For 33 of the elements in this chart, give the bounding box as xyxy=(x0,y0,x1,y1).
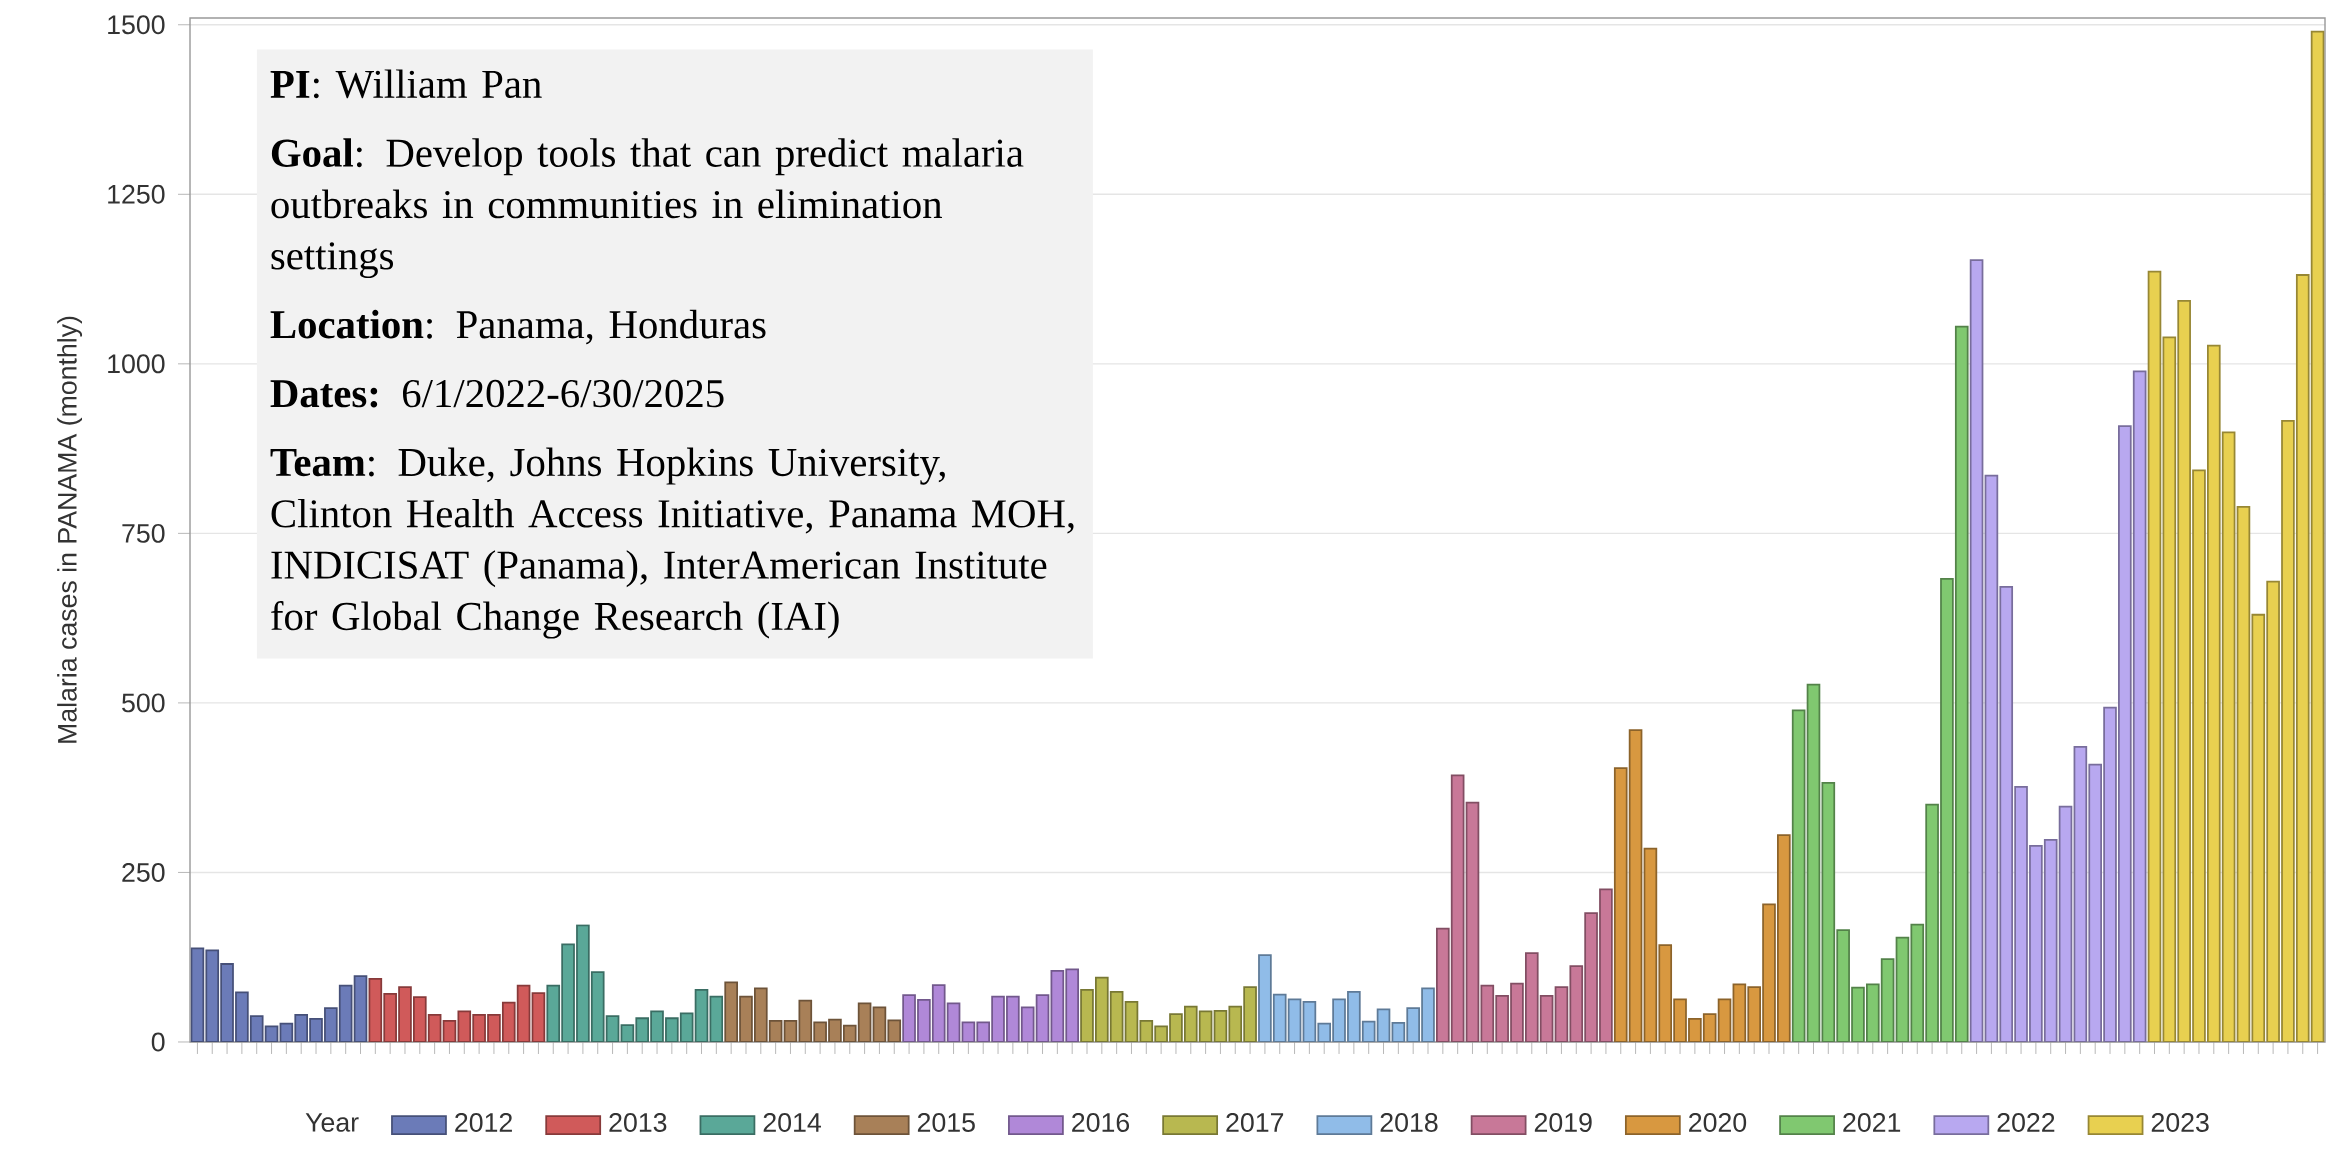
annotation: PI: William Pan xyxy=(270,69,542,99)
y-axis-title: Malaria cases in PANAMA (monthly) xyxy=(57,316,83,743)
bar xyxy=(2236,506,2251,1042)
legend-label: 2014 xyxy=(763,1113,822,1132)
bar xyxy=(1465,801,1480,1042)
legend-title: Year xyxy=(305,1113,359,1132)
y-tick-label: 1500 xyxy=(108,15,165,35)
legend-label: 2017 xyxy=(1226,1113,1284,1132)
y-tick-label: 1250 xyxy=(108,184,165,204)
annotation: Team: Duke, Johns Hopkins University, Clinton Health Access Initiative, Panama MOH, INDICISAT (Panama), InterAmerican Institute for Global Change Research (IAI) xyxy=(270,447,1074,639)
legend-label: 2018 xyxy=(1380,1113,1438,1132)
y-tick-label: 0 xyxy=(151,1032,165,1052)
legend-label: 2020 xyxy=(1689,1113,1747,1132)
bar xyxy=(2147,270,2162,1042)
legend-label: 2013 xyxy=(609,1113,667,1132)
legend-label: 2015 xyxy=(917,1113,975,1132)
legend-label: 2016 xyxy=(1072,1113,1130,1132)
y-tick-label: 750 xyxy=(122,523,165,543)
y-tick-label: 500 xyxy=(122,693,165,713)
bar xyxy=(1806,683,1821,1042)
annotation: Location: Panama, Honduras xyxy=(270,309,766,345)
annotation: Dates: 6/1/2022-6/30/2025 xyxy=(270,379,724,408)
legend-label: 2022 xyxy=(1997,1113,2055,1132)
y-tick-label: 1000 xyxy=(108,354,165,374)
y-tick-label: 250 xyxy=(122,862,165,882)
bar xyxy=(531,992,546,1042)
legend-label: 2012 xyxy=(455,1113,512,1132)
legend-label: 2021 xyxy=(1843,1113,1901,1132)
annotation: Goal: Develop tools that can predict malaria outbreaks in communities in elimination settings xyxy=(271,138,1024,279)
bar xyxy=(1969,259,1984,1042)
legend-label: 2023 xyxy=(2151,1113,2209,1132)
bar xyxy=(353,975,368,1042)
legend-label: 2019 xyxy=(1534,1113,1592,1132)
